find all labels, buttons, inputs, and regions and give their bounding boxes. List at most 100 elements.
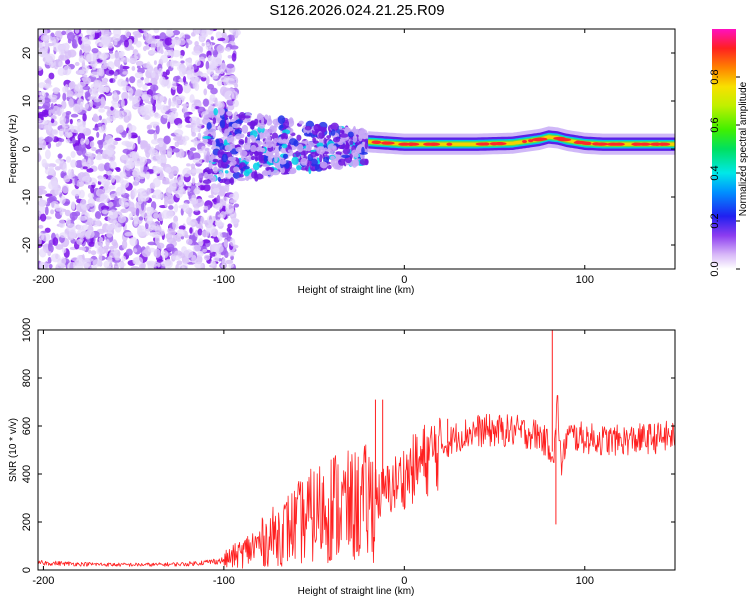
noise-haze	[154, 38, 161, 48]
transition-blob	[289, 138, 298, 146]
transition-blob	[219, 170, 223, 175]
noise-haze	[226, 46, 231, 53]
noise-haze	[146, 61, 151, 71]
carrier-peak	[594, 142, 609, 146]
transition-blob	[219, 107, 224, 116]
noise-haze	[150, 138, 159, 145]
noise-haze	[120, 183, 126, 189]
noise-blob	[223, 239, 229, 248]
noise-haze	[60, 256, 67, 266]
noise-haze	[90, 71, 101, 78]
noise-blob	[167, 200, 173, 205]
noise-blob	[197, 228, 203, 236]
noise-blob	[231, 52, 237, 62]
noise-haze	[58, 128, 64, 137]
noise-blob	[132, 248, 138, 253]
noise-blob	[44, 136, 53, 143]
noise-haze	[106, 224, 114, 231]
transition-blob	[310, 158, 318, 167]
transition-blob	[323, 137, 327, 144]
transition-blob	[223, 139, 228, 146]
noise-blob	[50, 209, 55, 215]
noise-blob	[138, 216, 144, 221]
noise-blob	[159, 148, 167, 155]
noise-blob	[142, 45, 147, 52]
transition-blob	[332, 137, 341, 143]
noise-haze	[171, 254, 182, 261]
noise-haze	[206, 224, 216, 234]
snr-y-ticks: 0 200 400 600 800 1000	[21, 318, 675, 573]
noise-haze	[80, 138, 85, 145]
noise-blob	[110, 106, 114, 111]
noise-blob	[164, 197, 168, 208]
transition-blob	[282, 153, 288, 159]
carrier-peak	[371, 140, 380, 144]
noise-haze	[62, 86, 68, 94]
noise-haze	[147, 247, 156, 253]
transition-blob	[277, 115, 286, 125]
noise-haze	[166, 79, 171, 89]
transition-blob	[300, 157, 308, 166]
noise-haze	[132, 188, 137, 197]
noise-blob	[74, 61, 80, 67]
noise-haze	[61, 247, 67, 254]
noise-blob	[81, 74, 88, 78]
transition-blob	[225, 111, 232, 116]
noise-haze	[197, 149, 204, 154]
noise-haze	[152, 95, 159, 101]
noise-haze	[39, 262, 50, 269]
transition-blob	[247, 137, 251, 146]
noise-blob	[103, 162, 111, 172]
noise-blob	[227, 103, 235, 111]
noise-blob	[172, 30, 181, 36]
noise-blob	[216, 44, 225, 54]
transition-blob	[360, 153, 365, 160]
noise-blob	[110, 193, 116, 199]
colorbar-tick-label: 0.0	[709, 261, 721, 276]
noise-haze	[113, 91, 118, 99]
noise-haze	[62, 163, 67, 173]
noise-haze	[105, 147, 115, 155]
noise-haze	[121, 109, 132, 117]
noise-haze	[181, 246, 187, 254]
noise-blob	[162, 181, 171, 185]
noise-haze	[45, 52, 50, 61]
noise-blob	[108, 50, 114, 54]
noise-haze	[128, 124, 137, 132]
noise-blob	[38, 152, 41, 162]
noise-blob	[48, 264, 53, 269]
noise-haze	[101, 124, 107, 133]
transition-blob	[229, 118, 236, 123]
noise-haze	[224, 90, 235, 101]
noise-blob	[97, 122, 103, 128]
transition-blob	[224, 170, 229, 174]
noise-haze	[42, 35, 49, 42]
noise-haze	[103, 260, 112, 269]
noise-blob	[152, 80, 158, 85]
noise-blob	[38, 66, 43, 71]
noise-haze	[84, 138, 90, 145]
noise-blob	[65, 59, 71, 65]
noise-haze	[121, 57, 130, 63]
noise-haze	[137, 228, 147, 237]
noise-haze	[153, 113, 162, 119]
noise-haze	[150, 226, 160, 231]
transition-blob	[306, 159, 312, 167]
noise-blob	[163, 115, 169, 119]
noise-blob	[189, 147, 197, 152]
x-tick-label: -200	[32, 274, 54, 286]
noise-blob	[82, 43, 92, 53]
transition-blob	[338, 126, 343, 130]
transition-blob	[252, 162, 260, 171]
noise-haze	[220, 211, 226, 219]
noise-blob	[121, 131, 127, 138]
noise-haze	[92, 65, 97, 71]
noise-haze	[171, 80, 177, 91]
noise-blob	[170, 107, 177, 112]
noise-haze	[187, 221, 196, 226]
transition-blob	[235, 133, 242, 140]
noise-haze	[113, 39, 118, 46]
noise-blob	[185, 238, 193, 245]
noise-haze	[38, 120, 49, 125]
transition-blob	[227, 126, 234, 132]
